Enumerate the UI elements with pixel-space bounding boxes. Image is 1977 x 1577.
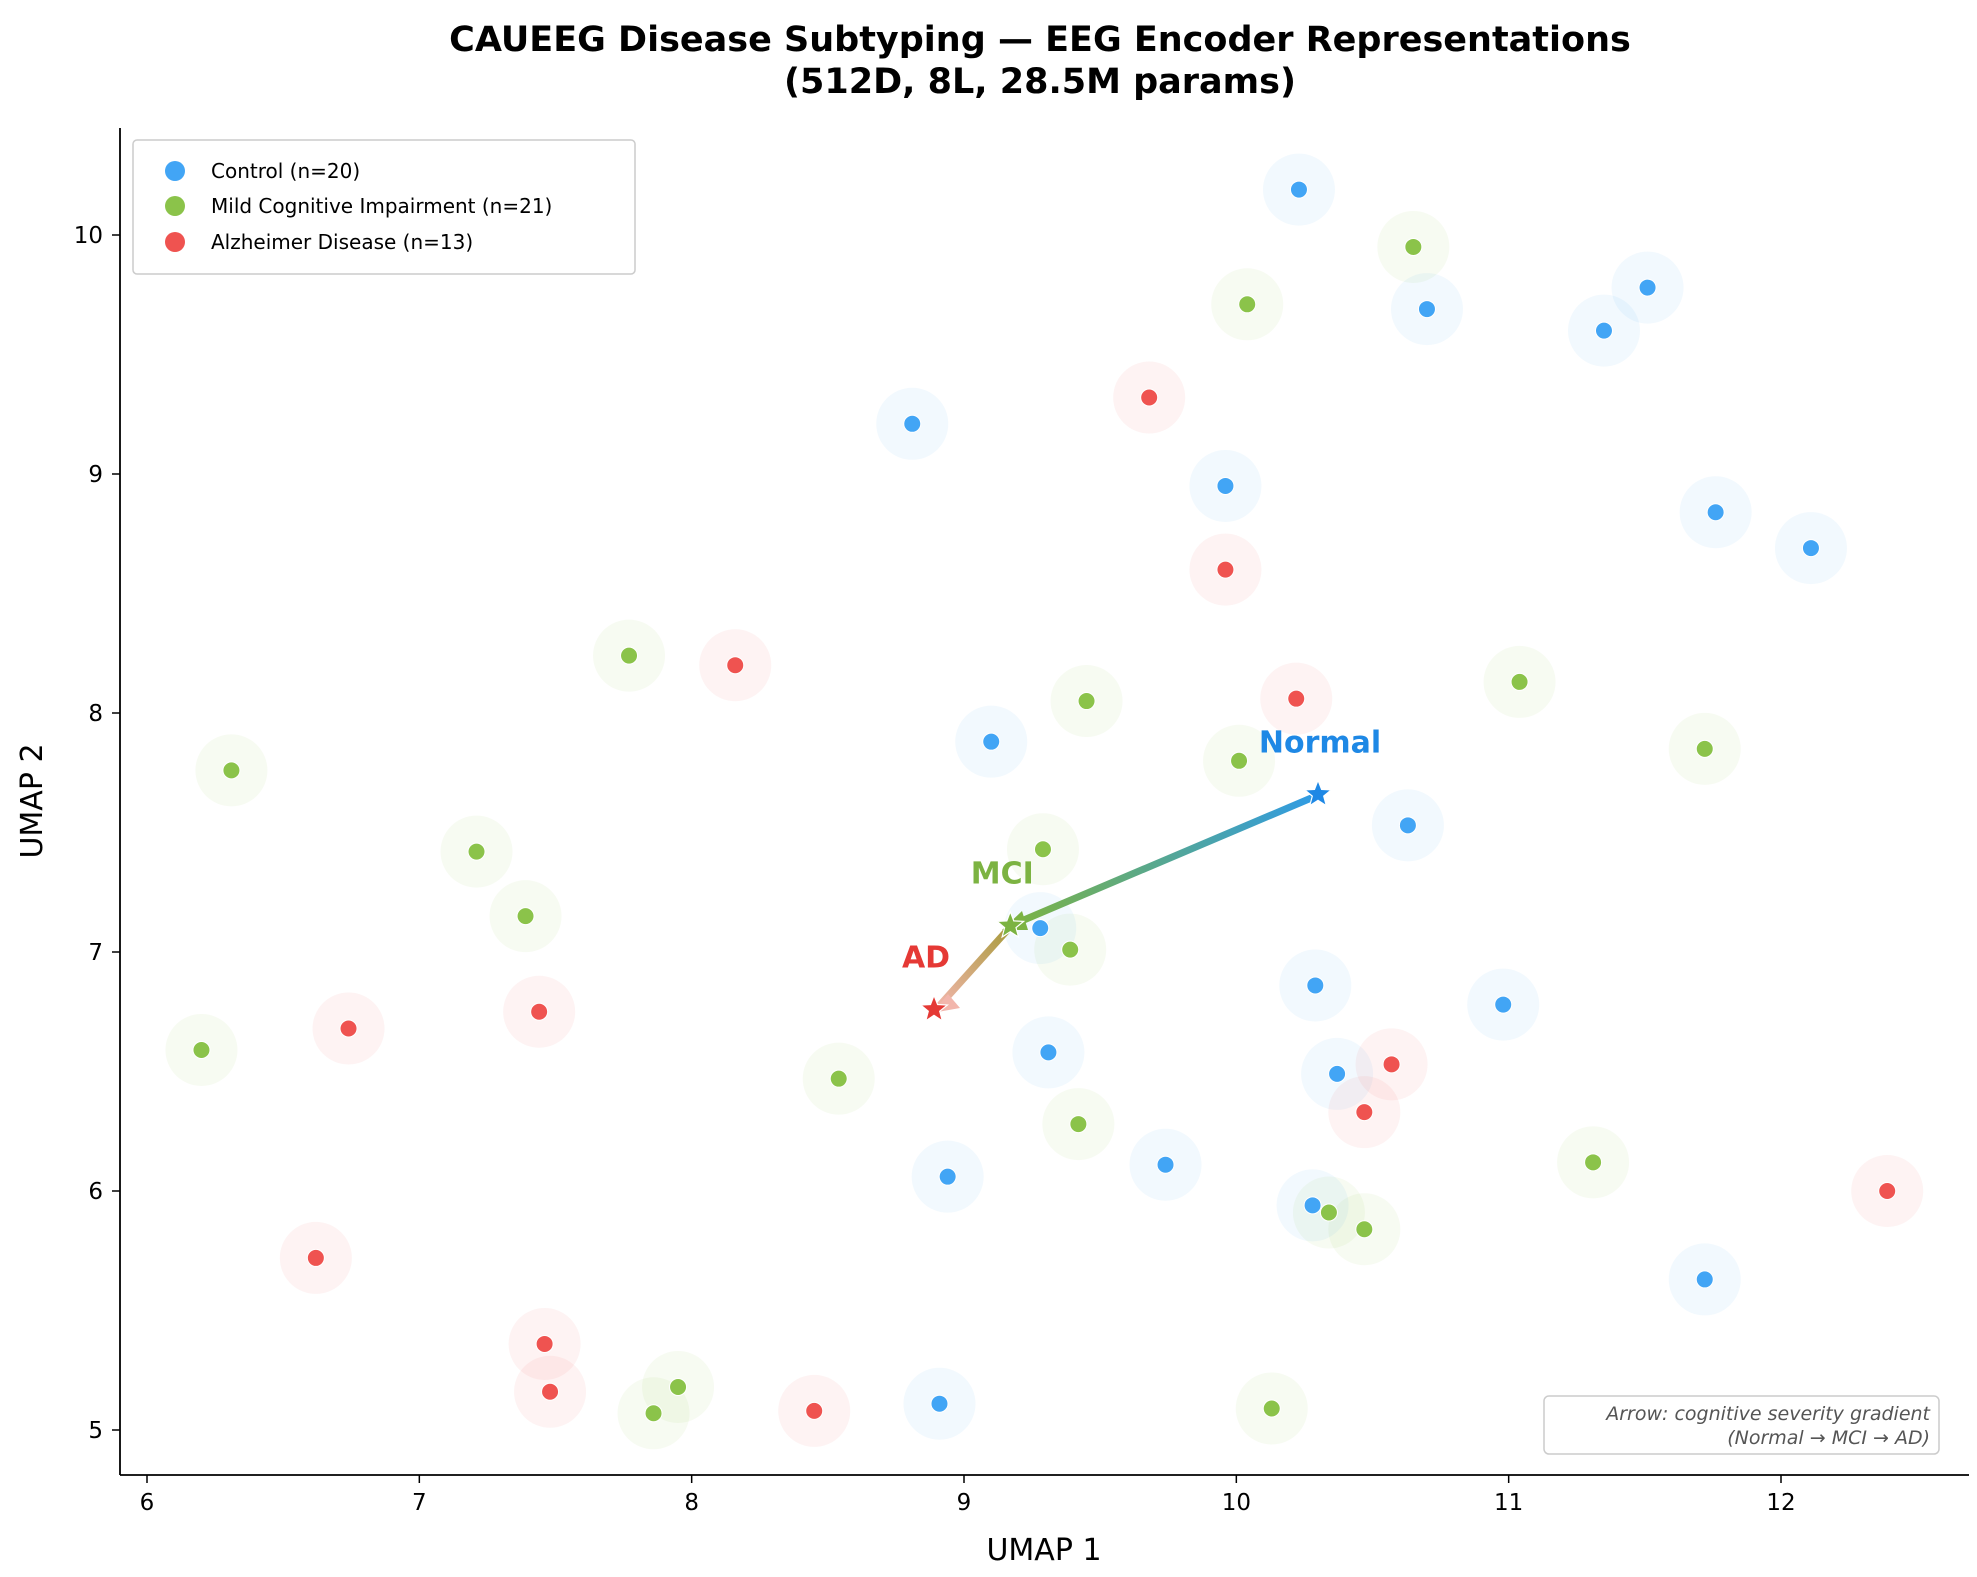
data-points	[192, 180, 1897, 1423]
mild-cognitive-impairment-point-20	[1262, 1399, 1281, 1418]
alzheimer-disease-point-7	[1355, 1103, 1374, 1122]
mild-cognitive-impairment-point-3	[1077, 692, 1096, 711]
normal-centroid-label: Normal	[1259, 725, 1381, 760]
control-point-2	[1417, 300, 1436, 319]
alzheimer-disease-point-12	[805, 1401, 824, 1420]
legend-label-control: Control (n=20)	[211, 159, 360, 183]
centroids: Normal MCI AD	[902, 725, 1381, 1023]
control-point-6	[1706, 503, 1725, 522]
alzheimer-disease-point-9	[306, 1248, 325, 1267]
mild-cognitive-impairment-point-17	[1355, 1220, 1374, 1239]
chart-title-line-1: CAUEEG Disease Subtyping — EEG Encoder R…	[449, 20, 1631, 60]
legend-marker-ad	[165, 232, 185, 252]
x-tick-label: 6	[140, 1490, 155, 1516]
x-axis-ticks: 6 7 8 9 10 11 12	[140, 1475, 1796, 1516]
alzheimer-disease-point-10	[535, 1334, 554, 1353]
x-tick-label: 11	[1494, 1490, 1523, 1516]
severity-arrow	[932, 792, 1320, 1013]
mild-cognitive-impairment-point-19	[644, 1404, 663, 1423]
gradient-note-frame	[1543, 1395, 1940, 1455]
gradient-note: Arrow: cognitive severity gradient (Norm…	[1543, 1395, 1940, 1455]
gradient-note-line-2: (Normal → MCI → AD)	[1727, 1427, 1930, 1449]
alzheimer-disease-point-1	[1216, 560, 1235, 579]
control-point-8	[982, 732, 1001, 751]
legend-marker-mci	[165, 196, 185, 216]
x-tick-label: 10	[1222, 1490, 1251, 1516]
mild-cognitive-impairment-point-16	[1319, 1203, 1338, 1222]
alzheimer-disease-point-6	[1382, 1055, 1401, 1074]
control-point-3	[1594, 321, 1613, 340]
legend-frame	[132, 139, 636, 275]
y-tick-label: 6	[88, 1179, 103, 1205]
mild-cognitive-impairment-point-1	[1238, 295, 1257, 314]
legend: Control (n=20) Mild Cognitive Impairment…	[132, 139, 636, 275]
mild-cognitive-impairment-point-4	[1510, 672, 1529, 691]
mild-cognitive-impairment-point-6	[1230, 751, 1249, 770]
alzheimer-disease-point-3	[1287, 689, 1306, 708]
y-axis-ticks: 5 6 7 8 9 10	[74, 223, 120, 1444]
alzheimer-disease-point-5	[530, 1002, 549, 1021]
gradient-note-line-1: Arrow: cognitive severity gradient	[1604, 1403, 1931, 1425]
legend-marker-control	[165, 161, 185, 181]
control-point-4	[903, 414, 922, 433]
control-point-14	[1328, 1064, 1347, 1083]
y-tick-label: 10	[74, 223, 103, 249]
mild-cognitive-impairment-point-18	[669, 1377, 688, 1396]
y-tick-label: 5	[88, 1418, 103, 1444]
x-tick-label: 9	[957, 1490, 972, 1516]
mild-cognitive-impairment-point-12	[192, 1040, 211, 1059]
control-point-17	[1303, 1196, 1322, 1215]
control-point-15	[1156, 1155, 1175, 1174]
mild-cognitive-impairment-point-8	[467, 842, 486, 861]
mild-cognitive-impairment-point-9	[1033, 840, 1052, 859]
alzheimer-disease-point-8	[1878, 1182, 1897, 1200]
control-point-0	[1289, 180, 1308, 199]
control-point-9	[1398, 816, 1417, 835]
control-point-7	[1801, 539, 1820, 558]
control-point-13	[1039, 1043, 1058, 1062]
control-point-5	[1216, 476, 1235, 495]
control-point-19	[930, 1394, 949, 1413]
x-tick-label: 7	[412, 1490, 427, 1516]
ad-centroid-star	[919, 993, 950, 1023]
control-point-10	[1031, 919, 1050, 938]
mild-cognitive-impairment-point-7	[1695, 739, 1714, 758]
control-point-12	[1494, 995, 1513, 1014]
legend-label-ad: Alzheimer Disease (n=13)	[211, 230, 473, 254]
arrow-normal-to-mci	[1008, 792, 1320, 929]
alzheimer-disease-point-2	[726, 656, 745, 675]
y-axis-label: UMAP 2	[15, 743, 50, 858]
legend-label-mci: Mild Cognitive Impairment (n=21)	[211, 194, 552, 218]
mild-cognitive-impairment-point-5	[222, 761, 241, 780]
mild-cognitive-impairment-point-10	[516, 907, 535, 926]
alzheimer-disease-point-4	[339, 1019, 358, 1038]
alzheimer-disease-point-11	[541, 1382, 560, 1401]
control-point-16	[938, 1167, 957, 1186]
normal-centroid-star	[1303, 778, 1333, 807]
control-point-18	[1695, 1270, 1714, 1289]
mild-cognitive-impairment-point-15	[1584, 1153, 1603, 1172]
ad-centroid-label: AD	[902, 940, 950, 975]
mild-cognitive-impairment-point-13	[829, 1069, 848, 1088]
mild-cognitive-impairment-point-11	[1061, 940, 1080, 959]
x-axis-label: UMAP 1	[986, 1533, 1101, 1568]
y-tick-label: 7	[88, 940, 103, 966]
control-point-1	[1638, 278, 1657, 297]
point-halo-layer	[165, 153, 1924, 1450]
y-tick-label: 9	[88, 462, 103, 488]
control-point-11	[1306, 976, 1325, 995]
alzheimer-disease-point-0	[1140, 388, 1159, 407]
x-tick-label: 8	[684, 1490, 699, 1516]
arrow-mci-to-ad	[936, 921, 1016, 1009]
mci-centroid-star	[995, 910, 1026, 939]
y-tick-label: 8	[88, 701, 103, 727]
mild-cognitive-impairment-point-2	[620, 646, 639, 665]
x-tick-label: 12	[1766, 1490, 1795, 1516]
chart-title-line-2: (512D, 8L, 28.5M params)	[784, 62, 1296, 102]
mild-cognitive-impairment-point-0	[1404, 237, 1423, 256]
mild-cognitive-impairment-point-14	[1069, 1115, 1088, 1134]
mci-centroid-label: MCI	[971, 857, 1034, 892]
